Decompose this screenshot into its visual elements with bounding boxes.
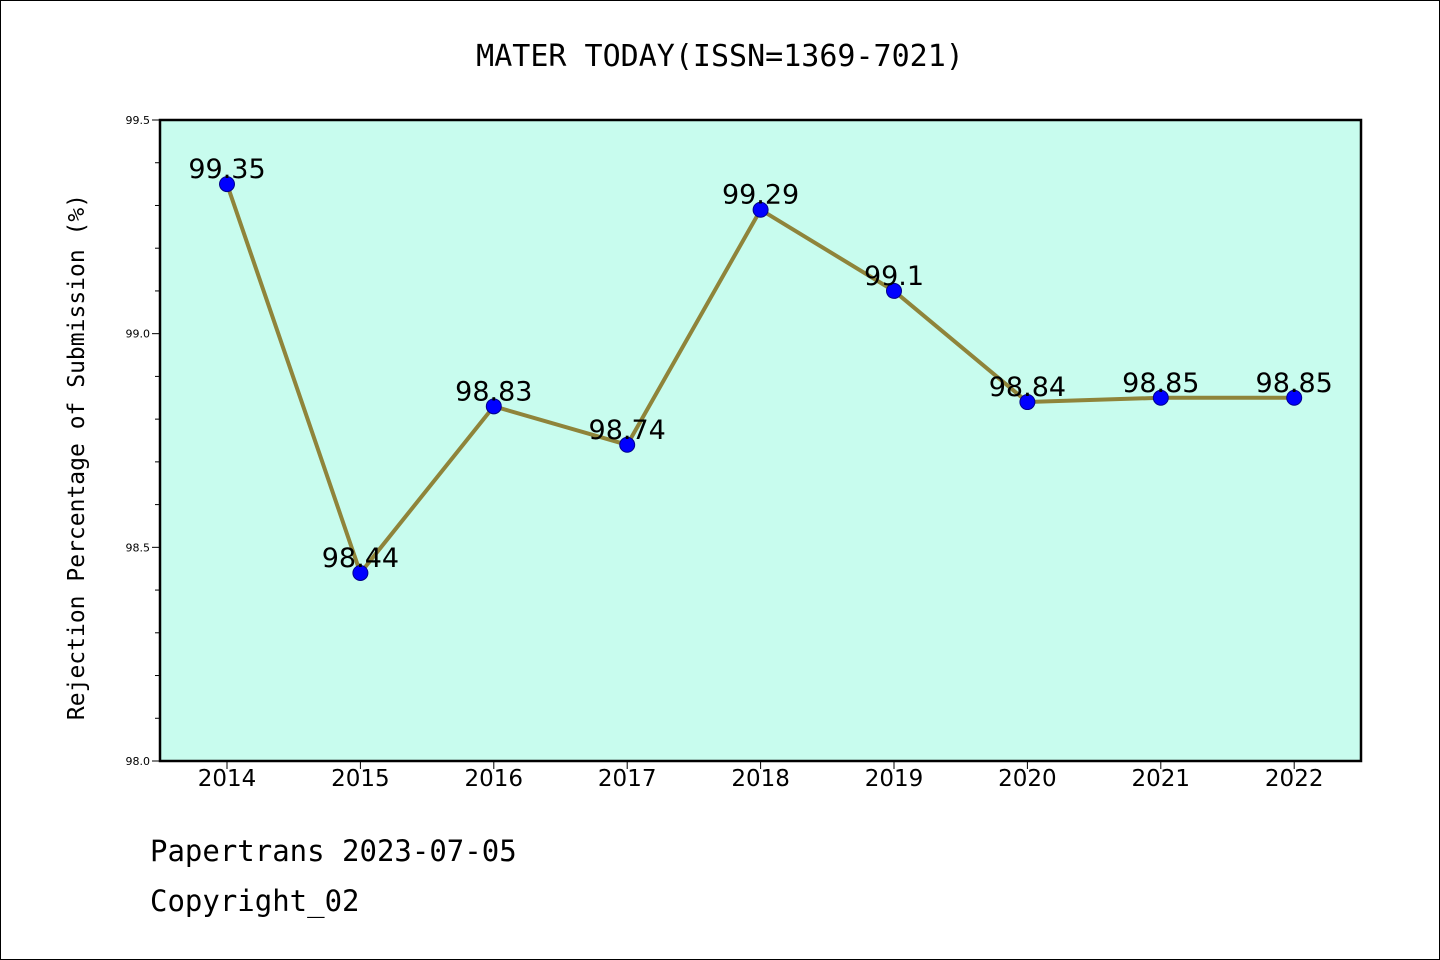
data-point-2018 xyxy=(752,201,769,218)
chart-title: MATER TODAY(ISSN=1369-7021) xyxy=(476,39,964,74)
y-tick-label: 99.5 xyxy=(126,114,151,127)
data-label-2021: 98.85 xyxy=(1122,368,1199,399)
x-axis: 2014 2015 2016 2017 2018 2019 2020 2021 2022 xyxy=(198,761,1324,792)
x-tick-label: 2014 xyxy=(198,766,257,792)
x-tick-label: 2017 xyxy=(598,766,657,792)
y-tick-label: 99.0 xyxy=(126,328,151,341)
x-tick-label: 2018 xyxy=(731,766,790,792)
data-label-2018: 99.29 xyxy=(722,180,799,211)
data-label-2022: 98.85 xyxy=(1256,368,1333,399)
y-axis: 98.0 98.5 99.0 99.5 xyxy=(126,114,160,768)
data-label-2016: 98.83 xyxy=(455,376,532,407)
data-point-2017 xyxy=(619,436,636,453)
data-point-2022 xyxy=(1286,389,1303,406)
x-tick-label: 2020 xyxy=(998,766,1057,792)
x-tick-label: 2016 xyxy=(465,766,524,792)
data-point-2021 xyxy=(1152,389,1169,406)
data-point-2014 xyxy=(219,176,235,193)
x-tick-label: 2022 xyxy=(1265,766,1324,792)
x-tick-label: 2019 xyxy=(865,766,924,792)
footer-copyright-line: Copyright_02 xyxy=(150,884,360,918)
data-point-2015 xyxy=(352,564,369,581)
data-labels: 99.35 98.44 98.83 98.74 99.29 99.1 98.84 98.85 9… xyxy=(188,154,1332,574)
data-point-2016 xyxy=(485,398,502,415)
y-tick-label: 98.5 xyxy=(126,541,151,554)
data-label-2019: 99.1 xyxy=(864,261,924,292)
data-label-2017: 98.74 xyxy=(589,415,666,446)
data-label-2014: 99.35 xyxy=(188,154,265,185)
footer-date-line: Papertrans 2023-07-05 xyxy=(150,834,517,868)
x-tick-label: 2021 xyxy=(1132,766,1191,792)
data-points xyxy=(219,176,1303,581)
data-label-2020: 98.84 xyxy=(989,372,1066,403)
data-point-2019 xyxy=(886,282,902,299)
y-tick-label: 98.0 xyxy=(126,755,151,768)
y-axis-label: Rejection Percentage of Submission (%) xyxy=(64,194,90,720)
data-label-2015: 98.44 xyxy=(322,543,399,574)
x-tick-label: 2015 xyxy=(331,766,390,792)
data-point-2020 xyxy=(1019,394,1036,411)
plot-area xyxy=(158,118,1363,763)
